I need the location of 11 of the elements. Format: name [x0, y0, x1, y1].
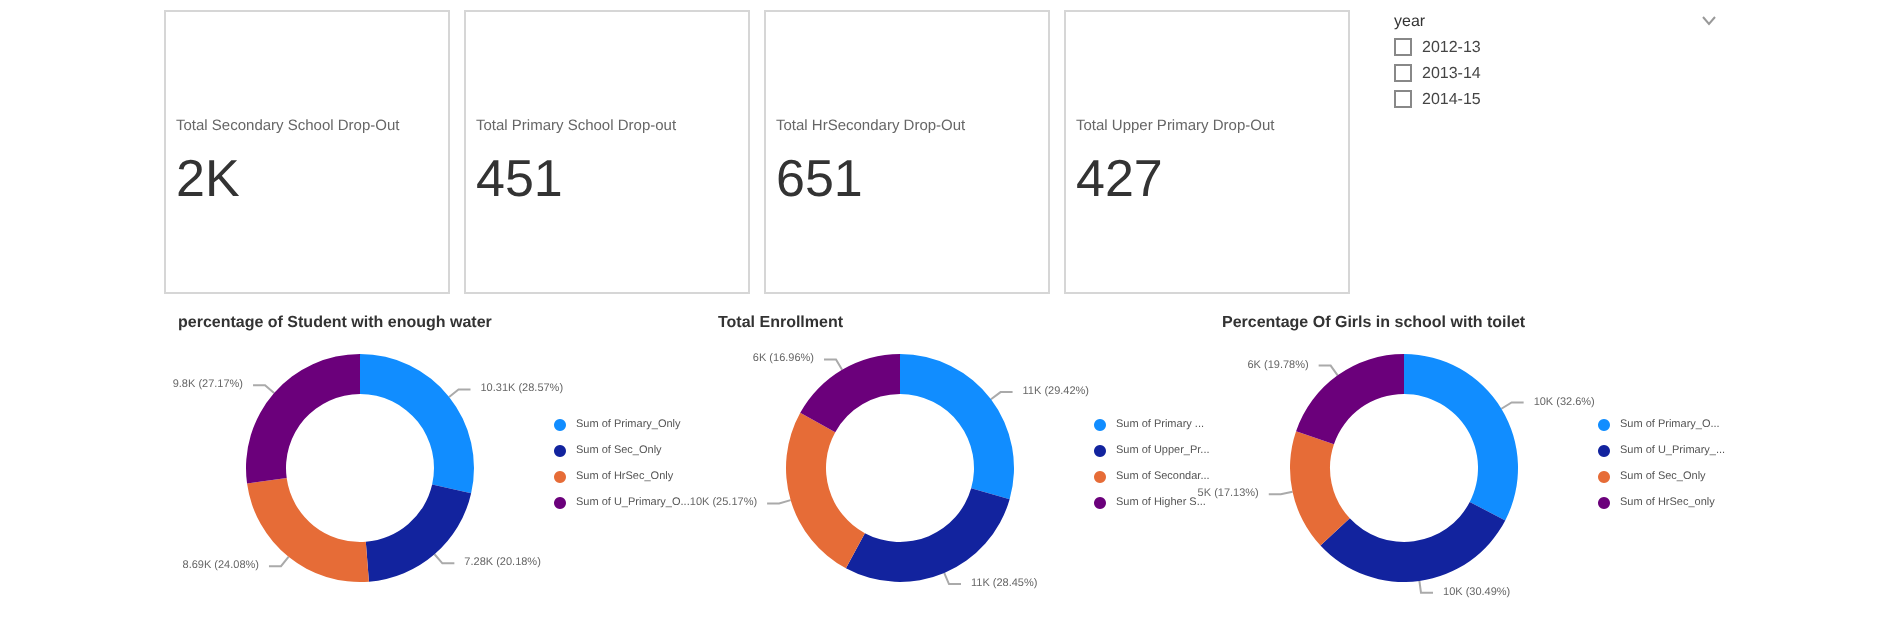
- text: 651: [776, 148, 863, 210]
- category-label: 2013-14: [1420, 64, 1483, 82]
- text: 427: [1076, 148, 1163, 210]
- text: year: [1394, 12, 1428, 30]
- chart-title: percentage of Student with enough water: [178, 313, 492, 331]
- text: 451: [476, 148, 563, 210]
- category-label: 2014-15: [1420, 90, 1483, 108]
- category-label: 2012-13: [1420, 38, 1483, 56]
- text: 2K: [176, 148, 240, 210]
- chart-title: Total Enrollment: [718, 313, 844, 331]
- chart-title: Percentage Of Girls in school with toilet: [1222, 313, 1526, 331]
